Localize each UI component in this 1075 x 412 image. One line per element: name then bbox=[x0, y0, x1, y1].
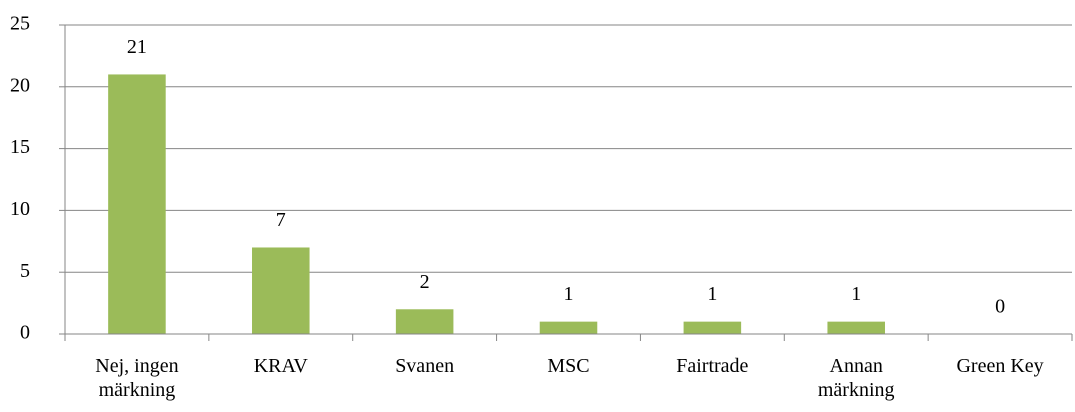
data-label: 7 bbox=[276, 209, 286, 231]
y-tick-label: 20 bbox=[10, 74, 30, 96]
data-label: 1 bbox=[851, 283, 861, 305]
x-tick-label: MSC bbox=[547, 355, 590, 377]
data-label: 0 bbox=[995, 296, 1005, 318]
bar bbox=[108, 74, 166, 334]
bar bbox=[252, 247, 310, 334]
data-label: 1 bbox=[564, 283, 574, 305]
x-tick-label: Nej, ingen märkning bbox=[95, 355, 179, 401]
x-tick-label: Svanen bbox=[395, 355, 455, 377]
data-label: 2 bbox=[420, 271, 430, 293]
y-tick-label: 5 bbox=[20, 260, 30, 282]
y-tick-label: 25 bbox=[10, 13, 30, 35]
data-label: 1 bbox=[707, 283, 717, 305]
bar bbox=[395, 309, 454, 334]
x-tick-label: KRAV bbox=[253, 355, 308, 377]
data-label: 21 bbox=[127, 36, 147, 58]
x-tick-label: Fairtrade bbox=[676, 355, 749, 377]
y-tick-label: 15 bbox=[10, 136, 30, 158]
y-tick-label: 10 bbox=[10, 198, 30, 220]
bar bbox=[827, 321, 885, 334]
x-tick-label: Green Key bbox=[956, 355, 1044, 377]
bar bbox=[683, 321, 742, 334]
bar bbox=[539, 321, 598, 334]
x-tick-label: Annan märkning bbox=[817, 355, 895, 401]
y-tick-label: 0 bbox=[20, 322, 30, 344]
